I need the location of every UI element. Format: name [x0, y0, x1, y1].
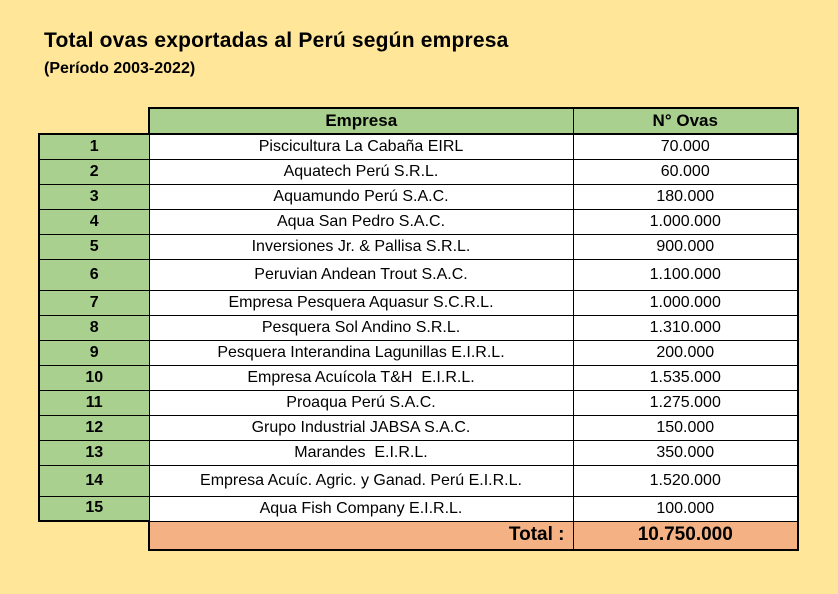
empresa-cell: Empresa Acuíc. Agric. y Ganad. Perú E.I.…	[148, 464, 574, 497]
row-number-cell: 4	[38, 208, 150, 235]
row-number-cell: 1	[38, 133, 150, 160]
ovas-cell: 1.275.000	[572, 389, 799, 416]
table-row: 8 Pesquera Sol Andino S.R.L. 1.310.000	[38, 314, 799, 341]
ovas-cell: 1.000.000	[572, 208, 799, 235]
table-row: 4 Aqua San Pedro S.A.C. 1.000.000	[38, 208, 799, 235]
row-number-cell: 12	[38, 414, 150, 441]
empresa-cell: Grupo Industrial JABSA S.A.C.	[148, 414, 574, 441]
empresa-cell: Aquamundo Perú S.A.C.	[148, 183, 574, 210]
row-number-cell: 2	[38, 158, 150, 185]
row-number-cell: 8	[38, 314, 150, 341]
ovas-cell: 1.000.000	[572, 289, 799, 316]
page-subtitle: (Período 2003-2022)	[44, 60, 196, 77]
column-header-ovas: N° Ovas	[572, 107, 799, 135]
row-number-cell: 14	[38, 464, 150, 497]
table-row: 1 Piscicultura La Cabaña EIRL 70.000	[38, 133, 799, 160]
ovas-cell: 900.000	[572, 233, 799, 260]
empresa-cell: Aquatech Perú S.R.L.	[148, 158, 574, 185]
ovas-cell: 180.000	[572, 183, 799, 210]
table-row: 10 Empresa Acuícola T&H E.I.R.L. 1.535.000	[38, 364, 799, 391]
ovas-cell: 1.100.000	[572, 258, 799, 291]
empresa-cell: Empresa Acuícola T&H E.I.R.L.	[148, 364, 574, 391]
total-row: Total : 10.750.000	[39, 520, 799, 551]
header-row: Empresa N° Ovas	[39, 107, 799, 135]
ovas-cell: 70.000	[572, 133, 799, 160]
table-row: 7 Empresa Pesquera Aquasur S.C.R.L. 1.000.…	[38, 289, 799, 316]
total-value: 10.750.000	[572, 520, 799, 551]
column-header-empresa: Empresa	[148, 107, 574, 135]
row-number-cell: 9	[38, 339, 150, 366]
empresa-cell: Peruvian Andean Trout S.A.C.	[148, 258, 574, 291]
ovas-cell: 100.000	[572, 495, 799, 522]
corner-spacer	[39, 108, 149, 134]
ovas-cell: 150.000	[572, 414, 799, 441]
empresa-cell: Inversiones Jr. & Pallisa S.R.L.	[148, 233, 574, 260]
row-number-cell: 15	[38, 495, 150, 522]
empresa-cell: Pesquera Sol Andino S.R.L.	[148, 314, 574, 341]
row-number-cell: 3	[38, 183, 150, 210]
empresa-cell: Pesquera Interandina Lagunillas E.I.R.L.	[148, 339, 574, 366]
row-number-cell: 11	[38, 389, 150, 416]
row-number-cell: 13	[38, 439, 150, 466]
empresa-cell: Marandes E.I.R.L.	[148, 439, 574, 466]
row-number-cell: 6	[38, 258, 150, 291]
table-row: 6 Peruvian Andean Trout S.A.C. 1.100.000	[38, 258, 799, 291]
table-row: 11 Proaqua Perú S.A.C. 1.275.000	[38, 389, 799, 416]
empresa-cell: Aqua San Pedro S.A.C.	[148, 208, 574, 235]
row-number-cell: 10	[38, 364, 150, 391]
ovas-cell: 1.310.000	[572, 314, 799, 341]
page-title: Total ovas exportadas al Perú según empr…	[44, 29, 509, 52]
row-number-cell: 7	[38, 289, 150, 316]
row-number-cell: 5	[38, 233, 150, 260]
export-table: Empresa N° Ovas 1 Piscicultura La Cabaña …	[38, 107, 799, 551]
ovas-cell: 350.000	[572, 439, 799, 466]
table-row: 5 Inversiones Jr. & Pallisa S.R.L. 900.000	[38, 233, 799, 260]
ovas-cell: 200.000	[572, 339, 799, 366]
table-row: 9 Pesquera Interandina Lagunillas E.I.R.L…	[38, 339, 799, 366]
ovas-cell: 1.535.000	[572, 364, 799, 391]
table-row: 3 Aquamundo Perú S.A.C. 180.000	[38, 183, 799, 210]
table-row: 12 Grupo Industrial JABSA S.A.C. 150.000	[38, 414, 799, 441]
empresa-cell: Aqua Fish Company E.I.R.L.	[148, 495, 574, 522]
table-row: 15 Aqua Fish Company E.I.R.L. 100.000	[38, 495, 799, 522]
ovas-cell: 1.520.000	[572, 464, 799, 497]
ovas-cell: 60.000	[572, 158, 799, 185]
empresa-cell: Empresa Pesquera Aquasur S.C.R.L.	[148, 289, 574, 316]
table-body: 1 Piscicultura La Cabaña EIRL 70.000 2 Aquat…	[38, 133, 799, 522]
table-row: 14 Empresa Acuíc. Agric. y Ganad. Perú E.…	[38, 464, 799, 497]
table-row: 13 Marandes E.I.R.L. 350.000	[38, 439, 799, 466]
total-label: Total :	[148, 520, 574, 551]
table-row: 2 Aquatech Perú S.R.L. 60.000	[38, 158, 799, 185]
empresa-cell: Proaqua Perú S.A.C.	[148, 389, 574, 416]
empresa-cell: Piscicultura La Cabaña EIRL	[148, 133, 574, 160]
total-spacer	[39, 521, 149, 550]
